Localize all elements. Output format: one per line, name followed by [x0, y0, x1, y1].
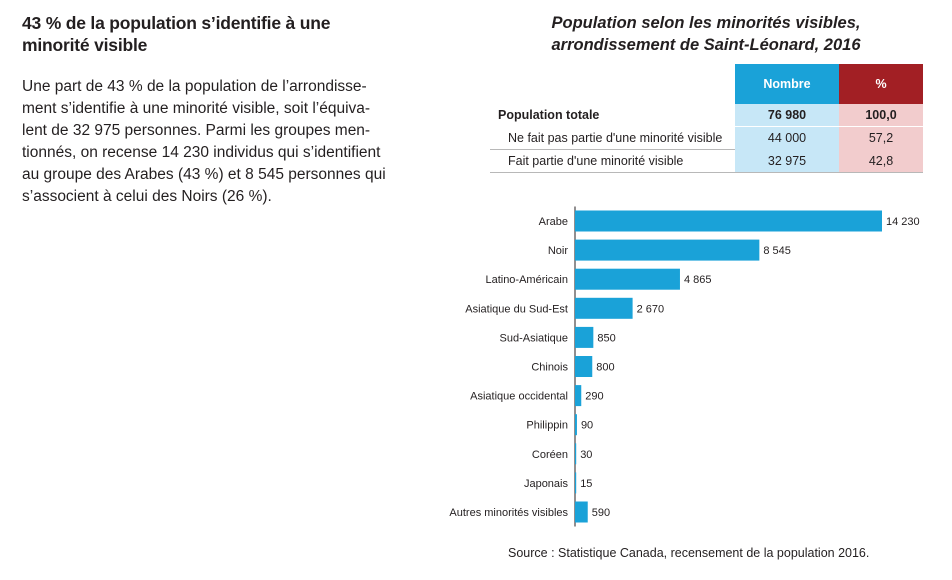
intro-section: 43 % de la population s’identifie à une … — [22, 12, 387, 208]
category-label: Autres minorités visibles — [449, 507, 568, 519]
header-blank-cell — [490, 64, 735, 104]
row-percent: 57,2 — [839, 126, 923, 150]
summary-row-minority: Fait partie d'une minorité visible 32 97… — [490, 149, 923, 173]
chart-title: Population selon les minorités visibles,… — [490, 12, 922, 56]
source-note: Source : Statistique Canada, recensement… — [508, 546, 870, 560]
summary-row-total: Population totale 76 980 100,0 — [490, 104, 923, 127]
bar — [575, 326, 594, 348]
bar-value-label: 800 — [596, 362, 614, 374]
summary-table: Nombre % Population totale 76 980 100,0 … — [490, 64, 923, 173]
bar — [575, 443, 577, 465]
row-nombre: 44 000 — [735, 126, 839, 150]
bar-value-label: 90 — [581, 420, 593, 432]
bar — [575, 472, 577, 494]
category-label: Japonais — [524, 478, 569, 490]
category-label: Chinois — [531, 362, 568, 374]
bar-value-label: 590 — [592, 507, 610, 519]
category-label: Noir — [548, 245, 569, 257]
paragraph-line: au groupe des Arabes (43 %) et 8 545 per… — [22, 166, 386, 183]
bar — [575, 356, 593, 377]
bar — [575, 501, 588, 523]
bar — [575, 385, 582, 407]
bar — [575, 239, 760, 261]
category-label: Asiatique occidental — [470, 391, 568, 403]
category-label: Sud-Asiatique — [500, 332, 569, 344]
bar-value-label: 850 — [597, 332, 615, 344]
paragraph-line: Une part de 43 % de la population de l’a… — [22, 78, 367, 95]
bar-value-label: 14 230 — [886, 216, 920, 228]
paragraph-line: s’associent à celui des Noirs (26 %). — [22, 188, 272, 205]
row-label: Ne fait pas partie d'une minorité visibl… — [490, 126, 735, 150]
chart-title-line-1: Population selon les minorités visibles, — [551, 14, 861, 32]
summary-row-non-minority: Ne fait pas partie d'une minorité visibl… — [490, 126, 923, 150]
category-label: Asiatique du Sud-Est — [465, 303, 568, 315]
bar-value-label: 290 — [585, 391, 603, 403]
row-percent: 100,0 — [839, 104, 923, 127]
section-heading: 43 % de la population s’identifie à une … — [22, 13, 331, 55]
category-label: Latino-Américain — [485, 274, 568, 286]
paragraph-line: lent de 32 975 personnes. Parmi les grou… — [22, 122, 371, 139]
bar-value-label: 15 — [580, 478, 592, 490]
bar-value-label: 8 545 — [763, 245, 791, 257]
row-nombre: 76 980 — [735, 104, 839, 127]
intro-paragraph: Une part de 43 % de la population de l’a… — [22, 76, 387, 208]
paragraph-line: tionnés, on recense 14 230 individus qui… — [22, 144, 381, 161]
bar-value-label: 2 670 — [637, 303, 665, 315]
category-label: Coréen — [532, 449, 568, 461]
summary-header-row: Nombre % — [490, 64, 923, 104]
header-nombre: Nombre — [735, 64, 839, 104]
bar-value-label: 4 865 — [684, 274, 712, 286]
bar — [575, 268, 680, 290]
row-percent: 42,8 — [839, 149, 923, 173]
category-label: Philippin — [526, 420, 568, 432]
row-label: Population totale — [490, 104, 735, 127]
bar-value-label: 30 — [580, 449, 592, 461]
header-percent: % — [839, 64, 923, 104]
bar — [575, 297, 633, 319]
row-nombre: 32 975 — [735, 149, 839, 173]
category-label: Arabe — [539, 216, 568, 228]
bar — [575, 210, 882, 232]
chart-title-line-2: arrondissement de Saint-Léonard, 2016 — [551, 36, 861, 54]
bar — [575, 414, 577, 436]
row-label: Fait partie d'une minorité visible — [490, 149, 735, 173]
paragraph-line: ment s’identifie à une minorité visible,… — [22, 100, 371, 117]
